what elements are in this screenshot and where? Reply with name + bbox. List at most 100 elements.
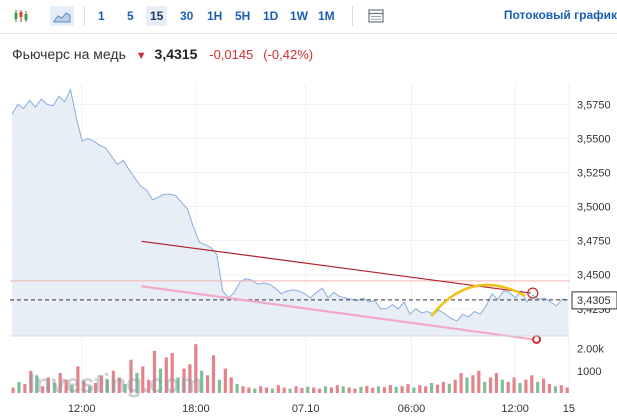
volume-bar	[105, 379, 109, 393]
volume-bar	[406, 384, 410, 393]
y-tick-label: 3,5000	[577, 202, 611, 214]
volume-bar	[46, 377, 50, 393]
volume-bar	[435, 384, 440, 393]
trendline-handle	[527, 287, 539, 299]
volume-bar	[312, 387, 316, 393]
volume-bar	[329, 387, 333, 393]
volume-bar	[518, 383, 522, 393]
streaming-chart-link[interactable]: Потоковый график	[503, 8, 617, 22]
volume-bar	[141, 366, 145, 393]
volume-bar	[553, 386, 557, 393]
timeframe-1h[interactable]: 1H	[207, 9, 223, 23]
volume-bar	[40, 386, 45, 393]
volume-bar	[394, 386, 398, 393]
instrument-name: Фьючерс на медь	[12, 46, 126, 62]
volume-bar	[530, 375, 534, 393]
price-area	[10, 87, 570, 337]
timeframe-30[interactable]: 30	[180, 9, 194, 23]
volume-bar	[35, 375, 39, 393]
y-tick-label: 3,4500	[577, 270, 611, 282]
volume-bar	[294, 386, 298, 393]
volume-bar	[158, 368, 162, 393]
volume-bar	[147, 379, 151, 393]
volume-bar	[264, 387, 269, 393]
volume-bar	[300, 388, 304, 393]
chart-drawings	[141, 240, 542, 344]
timeframe-1m[interactable]: 1M	[318, 9, 335, 23]
volume-bar	[371, 387, 375, 393]
toolbar-separator	[84, 6, 85, 26]
volume-bar	[441, 381, 445, 393]
volume-bar	[123, 384, 127, 393]
watermark: Investing.com	[28, 368, 203, 398]
volume-bar	[388, 385, 392, 393]
timeframe-1[interactable]: 1	[98, 9, 105, 23]
volume-bar	[524, 379, 528, 393]
resistance-trendline	[141, 240, 531, 294]
x-tick-label: 18:00	[182, 403, 210, 415]
volume-bar	[512, 377, 516, 393]
x-tick-label: 15	[563, 403, 575, 415]
timeframe-1d[interactable]: 1D	[263, 9, 279, 23]
y-tick-label: 3,4750	[577, 236, 611, 248]
volume-bar	[94, 383, 98, 393]
volume-bar	[223, 368, 227, 393]
volume-bar	[347, 387, 351, 393]
area-chart-icon[interactable]	[50, 6, 74, 26]
timeframe-5h[interactable]: 5H	[235, 9, 251, 23]
trendline-handle	[532, 334, 542, 344]
volume-bar	[471, 375, 475, 393]
volume-bar	[559, 385, 563, 393]
instrument-header: Фьючерс на медь ▼ 3,4315 -0,0145 (-0,42%…	[12, 44, 313, 64]
volume-bar	[447, 383, 451, 393]
volume-bar	[241, 386, 245, 393]
last-price-label: 3,4305	[577, 295, 611, 307]
volume-bar	[176, 377, 180, 393]
volume-bar	[76, 366, 80, 393]
volume-bar	[247, 387, 251, 393]
volume-bar	[135, 373, 139, 393]
candlestick-chart-icon[interactable]	[10, 6, 32, 26]
volume-bar	[536, 381, 540, 393]
volume-bar	[17, 381, 21, 393]
volume-bar	[353, 388, 357, 393]
volume-bars	[11, 344, 569, 393]
volume-bar	[542, 378, 546, 393]
volume-bar	[117, 377, 121, 393]
price-change: -0,0145	[209, 47, 254, 62]
volume-bar	[477, 370, 481, 393]
volume-bar	[506, 381, 510, 393]
chart-toolbar: 1 5 15 30 1H 5H 1D 1W 1M Потоковый графи…	[0, 0, 617, 34]
volume-bar	[565, 387, 569, 393]
volume-bar	[306, 386, 310, 393]
volume-bar	[58, 373, 62, 393]
x-tick-label: 06:00	[398, 403, 426, 415]
table-view-icon[interactable]	[365, 6, 387, 26]
volume-bar	[418, 385, 422, 393]
price-chart[interactable]: 3,57503,55003,52503,50003,47503,45003,42…	[0, 80, 617, 418]
volume-bar	[70, 385, 74, 393]
volume-bar	[235, 384, 239, 393]
volume-bar	[111, 370, 115, 393]
volume-bar	[547, 384, 552, 393]
volume-bar	[400, 386, 404, 393]
volume-bar	[259, 386, 263, 393]
volume-bar	[129, 359, 133, 393]
volume-bar	[483, 381, 487, 393]
volume-bar	[217, 379, 221, 393]
down-arrow-icon: ▼	[135, 50, 147, 62]
volume-bar	[282, 387, 286, 393]
timeframe-15[interactable]: 15	[146, 6, 168, 26]
volume-bar	[453, 379, 457, 393]
volume-bar	[424, 386, 428, 393]
volume-bar	[288, 388, 292, 393]
volume-bar	[323, 386, 328, 393]
volume-bar	[200, 370, 204, 393]
price-line	[11, 87, 569, 322]
volume-bar	[276, 385, 280, 393]
volume-bar	[465, 377, 469, 393]
timeframe-1w[interactable]: 1W	[290, 9, 308, 23]
volume-bar	[488, 377, 493, 393]
volume-bar	[82, 380, 86, 393]
timeframe-5[interactable]: 5	[127, 9, 134, 23]
